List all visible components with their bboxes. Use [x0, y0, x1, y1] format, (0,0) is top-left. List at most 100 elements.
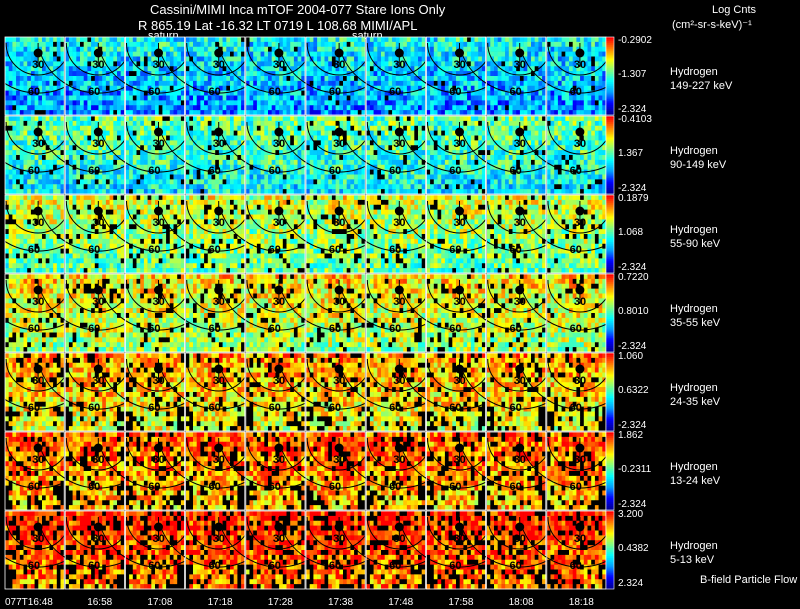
ring-label-60: 60: [328, 560, 342, 572]
colorbar-min-label: 2.324: [618, 578, 644, 589]
ring-label-30: 30: [333, 454, 346, 466]
ring-label-60: 60: [208, 244, 221, 256]
plot-title: Cassini/MIMI Inca mTOF 2004-077 Stare Io…: [150, 2, 446, 17]
ring-label-30: 30: [32, 138, 45, 150]
ring-label-30: 30: [333, 138, 346, 150]
frame-r2-c5: [280, 194, 398, 274]
ring-label-30: 30: [573, 454, 587, 466]
energy-label: 55-90 keV: [670, 238, 721, 250]
frame-r1-c9: [521, 115, 639, 195]
colorbar-row-6: [605, 510, 615, 590]
frame-r4-c6: [340, 352, 458, 432]
frame-r6-c5: [280, 510, 398, 590]
ring-label-30: 30: [573, 138, 587, 150]
ring-label-60: 60: [268, 323, 281, 335]
units-expression: (cm²-sr-s-keV)⁻¹: [672, 19, 752, 31]
ring-label-30: 30: [272, 454, 286, 466]
ring-label-30: 30: [393, 138, 406, 150]
ring-label-60: 60: [328, 481, 342, 493]
ring-label-30: 30: [92, 138, 105, 150]
ring-label-30: 30: [212, 217, 225, 229]
ring-label-60: 60: [449, 86, 462, 98]
time-label: 18:18: [568, 597, 594, 608]
ring-label-30: 30: [393, 375, 406, 387]
ring-label-30: 30: [513, 138, 526, 150]
energy-label: 24-35 keV: [670, 396, 721, 408]
ring-label-30: 30: [32, 296, 45, 308]
ring-label-60: 60: [268, 86, 281, 98]
colorbar-min-label: -2.324: [618, 183, 647, 194]
ring-label-30: 30: [453, 375, 466, 387]
ring-label-60: 60: [569, 402, 582, 414]
frame-r5-c2: [100, 431, 217, 511]
colorbar-mid-label: 1.068: [618, 226, 644, 238]
frame-r4-c9: [521, 352, 639, 432]
colorbar-max-label: 0.7220: [618, 272, 649, 283]
colorbar-min-label: -2.324: [618, 262, 647, 273]
frame-r0-c9: [521, 36, 639, 116]
species-label: Hydrogen: [670, 461, 718, 473]
frame-r2-c7: [401, 194, 518, 274]
ring-label-30: 30: [152, 138, 165, 150]
ring-label-60: 60: [88, 86, 101, 98]
frame-r6-c6: [340, 510, 458, 590]
ring-label-60: 60: [27, 402, 41, 414]
ring-label-30: 30: [393, 454, 406, 466]
frame-r2-c8: [461, 194, 579, 274]
ring-label-30: 30: [92, 59, 105, 71]
ring-label-30: 30: [32, 59, 45, 71]
colorbar-min-label: -2.324: [618, 104, 647, 115]
species-label: Hydrogen: [670, 66, 718, 78]
colorbar-row-0: [605, 36, 615, 116]
frame-r1-c0: [0, 115, 97, 195]
ring-label-60: 60: [88, 481, 101, 493]
colorbar-max-label: 1.862: [618, 430, 644, 441]
ring-label-60: 60: [148, 402, 161, 414]
ring-label-60: 60: [88, 560, 101, 572]
ring-label-60: 60: [569, 481, 582, 493]
frame-r1-c3: [160, 115, 278, 195]
ring-label-60: 60: [509, 244, 522, 256]
ring-label-60: 60: [389, 560, 402, 572]
ring-label-30: 30: [272, 533, 286, 545]
frame-r3-c7: [401, 273, 518, 353]
frame-r0-c4: [220, 36, 338, 116]
frame-r4-c2: [100, 352, 217, 432]
ring-label-60: 60: [148, 244, 161, 256]
ring-label-60: 60: [148, 323, 161, 335]
ring-label-60: 60: [389, 244, 402, 256]
ring-label-60: 60: [208, 560, 221, 572]
ring-label-60: 60: [449, 481, 462, 493]
ring-label-60: 60: [449, 323, 462, 335]
frame-r5-c1: [39, 431, 157, 511]
ring-label-30: 30: [212, 59, 225, 71]
energy-label: 5-13 keV: [670, 554, 715, 566]
frame-r6-c4: [220, 510, 338, 590]
ring-label-30: 30: [453, 296, 466, 308]
ring-label-30: 30: [513, 533, 526, 545]
ring-label-30: 30: [272, 296, 286, 308]
colorbar-min-label: -2.324: [618, 420, 647, 431]
colorbar-mid-label: 1.367: [618, 147, 644, 159]
ring-label-30: 30: [393, 296, 406, 308]
ring-label-60: 60: [27, 165, 41, 177]
species-label: Hydrogen: [670, 540, 718, 552]
ring-label-30: 30: [573, 296, 587, 308]
ring-label-60: 60: [208, 86, 221, 98]
frame-r0-c8: [461, 36, 579, 116]
ring-label-30: 30: [453, 533, 466, 545]
ring-label-30: 30: [333, 217, 346, 229]
ring-label-60: 60: [27, 481, 41, 493]
frame-r5-c9: [521, 431, 639, 511]
frame-r6-c3: [160, 510, 278, 590]
species-label: Hydrogen: [670, 303, 718, 315]
ring-label-60: 60: [208, 165, 221, 177]
colorbar-max-label: 3.200: [618, 509, 644, 520]
ring-label-60: 60: [509, 86, 522, 98]
ring-label-60: 60: [27, 560, 41, 572]
ring-label-30: 30: [152, 59, 165, 71]
ring-label-30: 30: [333, 59, 346, 71]
species-label: Hydrogen: [670, 224, 718, 236]
ring-label-60: 60: [328, 244, 342, 256]
